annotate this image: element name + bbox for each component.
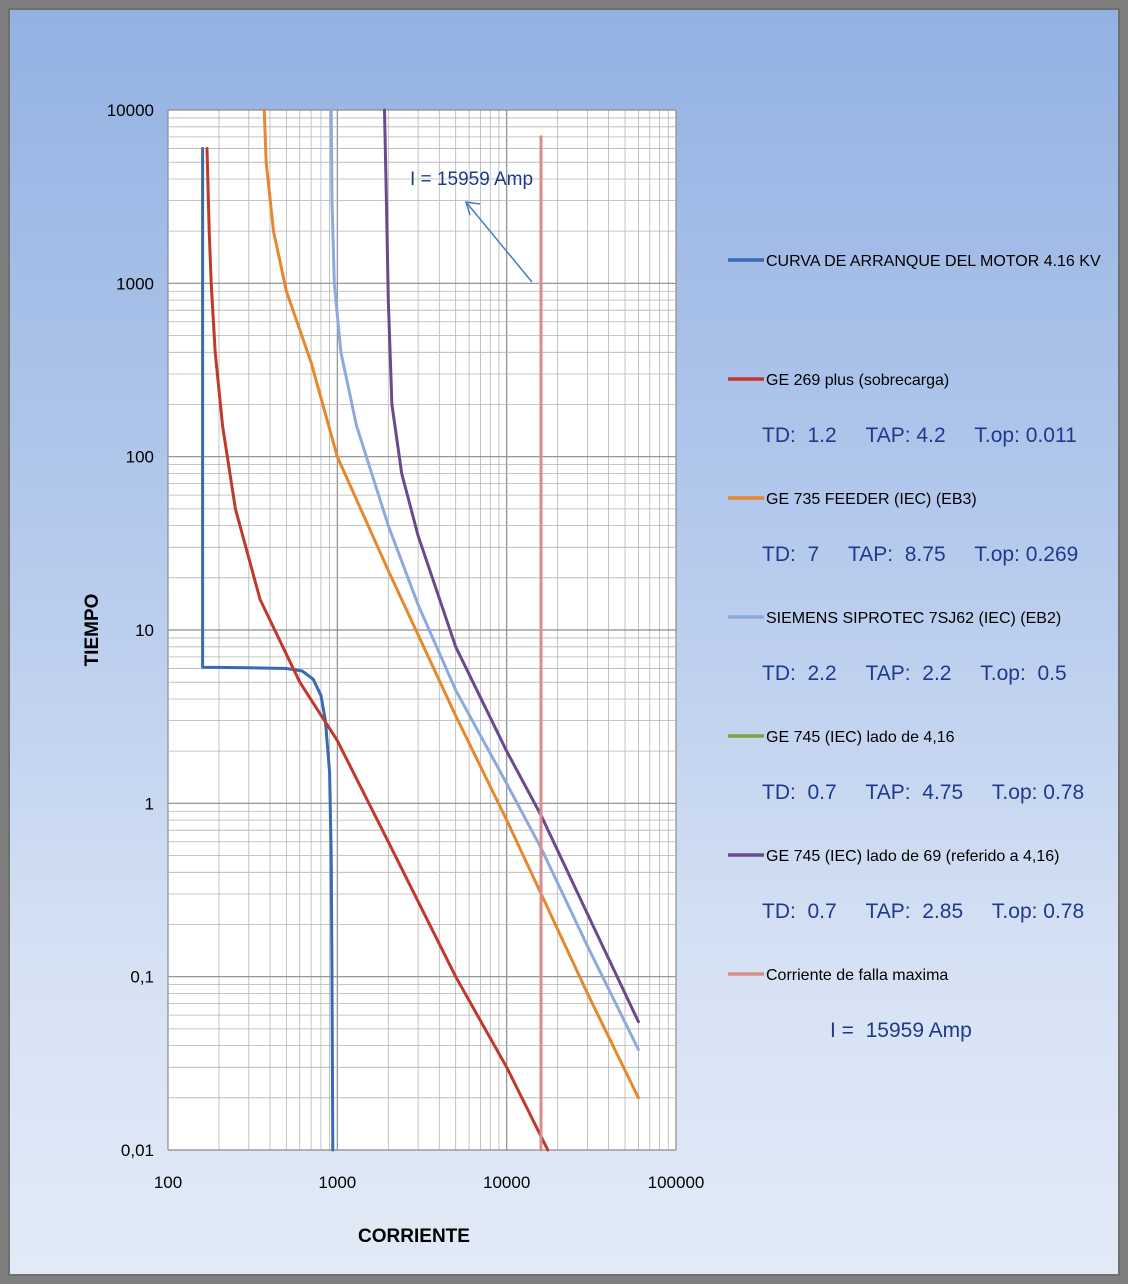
chart-svg: 100 1000 10000 100000 0,01 0,1 1 10 100 1000 10000…	[82, 101, 1101, 1247]
legend-params: TD: 0.7 TAP: 4.75 T.op: 0.78	[762, 781, 1084, 804]
series-line	[205, 147, 550, 1152]
legend-label: GE 269 plus (sobrecarga)	[766, 372, 949, 389]
series-group	[201, 108, 640, 1152]
x-tick-label: 100	[154, 1173, 182, 1192]
legend-label: GE 745 (IEC) lado de 69 (referido a 4,16…	[766, 848, 1060, 865]
y-tick-label: 0,1	[130, 968, 154, 987]
series-line	[383, 108, 640, 1024]
annotation-arrow	[465, 201, 533, 283]
fault-annotation: I = 15959 Amp	[410, 169, 533, 283]
legend-params: TD: 0.7 TAP: 2.85 T.op: 0.78	[762, 900, 1084, 923]
x-tick-label: 100000	[648, 1173, 705, 1192]
tick-labels: 100 1000 10000 100000 0,01 0,1 1 10 100 1000 10000	[107, 101, 705, 1192]
legend-label: CURVA DE ARRANQUE DEL MOTOR 4.16 KV	[766, 253, 1101, 270]
y-tick-label: 1000	[116, 274, 154, 293]
y-tick-label: 1	[145, 794, 154, 813]
series-line	[262, 108, 640, 1100]
x-axis-title: CORRIENTE	[358, 1226, 470, 1247]
annotation-text: I = 15959 Amp	[410, 169, 533, 190]
legend-label: GE 745 (IEC) lado de 4,16	[766, 729, 955, 746]
legend: CURVA DE ARRANQUE DEL MOTOR 4.16 KV GE 26…	[728, 253, 1101, 1042]
x-tick-label: 10000	[483, 1173, 530, 1192]
x-tick-label: 1000	[318, 1173, 356, 1192]
legend-params: TD: 2.2 TAP: 2.2 T.op: 0.5	[762, 662, 1067, 685]
series-line	[201, 147, 335, 1152]
legend-params: TD: 7 TAP: 8.75 T.op: 0.269	[762, 543, 1078, 566]
y-tick-label: 0,01	[121, 1141, 154, 1160]
legend-label: GE 735 FEEDER (IEC) (EB3)	[766, 491, 977, 508]
y-tick-label: 10	[135, 621, 154, 640]
grid	[167, 109, 677, 1151]
legend-params: I = 15959 Amp	[830, 1019, 972, 1042]
legend-label: Corriente de falla maxima	[766, 967, 948, 984]
series-line	[329, 108, 640, 1051]
y-tick-label: 100	[126, 448, 154, 467]
chart-frame: 100 1000 10000 100000 0,01 0,1 1 10 100 1000 10000…	[8, 8, 1120, 1276]
legend-label: SIEMENS SIPROTEC 7SJ62 (IEC) (EB2)	[766, 610, 1061, 627]
y-axis-title: TIEMPO	[82, 594, 103, 667]
legend-params: TD: 1.2 TAP: 4.2 T.op: 0.011	[762, 424, 1077, 447]
y-tick-label: 10000	[107, 101, 154, 120]
annotation-arrowhead	[464, 201, 481, 216]
